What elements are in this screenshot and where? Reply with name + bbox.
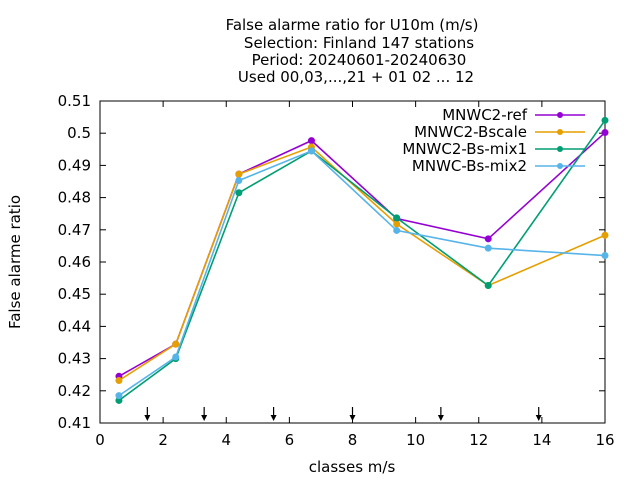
chart-title: False alarme ratio for U10m (m/s) Select… — [226, 16, 479, 86]
data-point — [172, 353, 180, 361]
x-tick-label: 2 — [158, 431, 168, 449]
legend-label: MNWC-Bs-mix2 — [412, 157, 527, 175]
data-point — [235, 189, 243, 197]
data-point — [115, 392, 123, 400]
legend-label: MNWC2-Bscale — [414, 123, 527, 141]
series-mnwc-bs-mix2 — [115, 147, 609, 400]
data-point — [601, 252, 609, 260]
x-axis: 0 2 4 6 8 10 12 14 16 — [95, 101, 615, 449]
y-tick-label: 0.5 — [67, 124, 91, 142]
data-point — [484, 235, 492, 243]
legend: MNWC2-refMNWC2-BscaleMNWC2-Bs-mix1MNWC-B… — [402, 106, 585, 175]
data-point — [393, 226, 401, 234]
legend-item: MNWC2-Bs-mix1 — [402, 140, 585, 158]
y-tick-label: 0.46 — [58, 253, 91, 271]
series-line — [118, 119, 606, 402]
data-point — [235, 170, 243, 178]
legend-label: MNWC2-ref — [442, 106, 527, 124]
x-axis-label: classes m/s — [309, 458, 396, 476]
data-point — [484, 282, 492, 290]
class-boundary-arrow — [349, 407, 356, 421]
legend-label: MNWC2-Bs-mix1 — [402, 140, 527, 158]
title-line-1: False alarme ratio for U10m (m/s) — [226, 16, 479, 34]
class-boundary-arrow — [270, 407, 277, 421]
y-tick-label: 0.49 — [58, 156, 91, 174]
x-tick-label: 16 — [595, 431, 614, 449]
plot-frame — [99, 100, 606, 424]
y-tick-label: 0.51 — [58, 92, 91, 110]
x-tick-label: 10 — [406, 431, 425, 449]
data-point — [307, 137, 315, 145]
series-mnwc2-ref — [115, 129, 609, 380]
data-point — [115, 376, 123, 384]
y-tick-label: 0.45 — [58, 285, 91, 303]
legend-swatch-point — [557, 112, 563, 118]
class-boundary-arrow — [535, 407, 542, 421]
data-point — [235, 177, 243, 185]
series-line — [118, 146, 606, 382]
class-boundary-arrow — [144, 407, 151, 421]
y-tick-label: 0.43 — [58, 350, 91, 368]
y-tick-label: 0.42 — [58, 382, 91, 400]
y-tick-label: 0.44 — [58, 317, 91, 335]
class-boundary-arrow — [201, 407, 208, 421]
x-tick-label: 8 — [348, 431, 358, 449]
title-line-2: Selection: Finland 147 stations — [244, 34, 474, 52]
y-axis: 0.41 0.42 0.43 0.44 0.45 0.46 0.47 0.48 0.49 0.5 0… — [58, 92, 605, 432]
data-point — [172, 340, 180, 348]
data-point — [393, 214, 401, 222]
data-point — [484, 244, 492, 252]
y-tick-label: 0.41 — [58, 414, 91, 432]
legend-swatch-point — [557, 129, 563, 135]
legend-swatch-point — [557, 146, 563, 152]
class-boundary-markers — [144, 407, 542, 421]
series-mnwc2-bscale — [115, 143, 609, 384]
data-point — [601, 116, 609, 124]
series-lines — [115, 116, 609, 404]
y-tick-label: 0.48 — [58, 189, 91, 207]
class-boundary-arrow — [437, 407, 444, 421]
legend-item: MNWC2-ref — [442, 106, 585, 124]
x-tick-label: 4 — [221, 431, 231, 449]
series-line — [118, 131, 606, 378]
x-tick-label: 12 — [469, 431, 488, 449]
x-tick-label: 0 — [95, 431, 105, 449]
data-point — [601, 231, 609, 239]
series-mnwc2-bs-mix1 — [115, 116, 609, 404]
title-line-4: Used 00,03,...,21 + 01 02 ... 12 — [238, 68, 474, 86]
legend-swatch-point — [557, 163, 563, 169]
y-tick-label: 0.47 — [58, 221, 91, 239]
data-point — [601, 129, 609, 137]
y-axis-label: False alarme ratio — [6, 195, 24, 329]
data-point — [307, 147, 315, 155]
legend-item: MNWC2-Bscale — [414, 123, 585, 141]
x-tick-label: 14 — [532, 431, 551, 449]
data-point — [393, 220, 401, 228]
x-tick-label: 6 — [285, 431, 295, 449]
legend-item: MNWC-Bs-mix2 — [412, 157, 585, 175]
title-line-3: Period: 20240601-20240630 — [252, 51, 467, 69]
